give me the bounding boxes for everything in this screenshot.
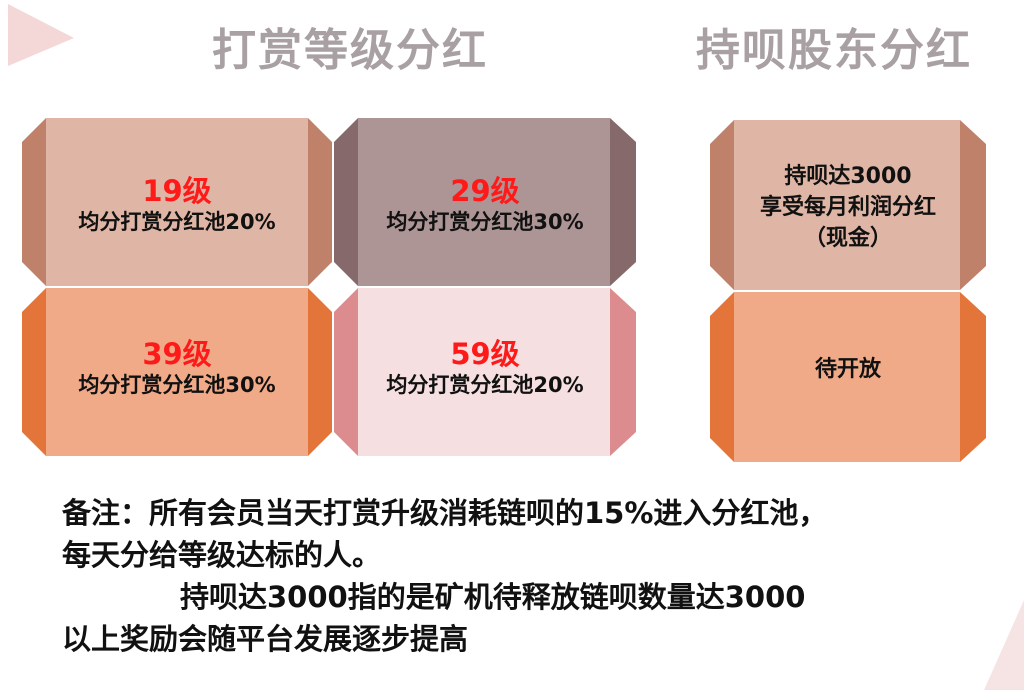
level-card-59-shape	[334, 288, 636, 456]
level-description: 均分打赏分红池20%	[386, 373, 584, 397]
pending-label: 待开放	[814, 356, 881, 382]
holder-dividend-card-shape	[710, 120, 986, 290]
level-card-29: 29级 均分打赏分红池30%	[334, 118, 636, 286]
level-label: 59级	[450, 337, 520, 371]
holder-condition: 持呗达3000	[784, 163, 912, 189]
level-label: 39级	[142, 337, 212, 371]
pending-card-shape	[710, 292, 986, 462]
notes-section: 备注：所有会员当天打赏升级消耗链呗的15%进入分红池， 每天分给等级达标的人。 …	[62, 492, 1012, 660]
level-card-39: 39级 均分打赏分红池30%	[22, 288, 332, 456]
corner-decoration	[984, 600, 1024, 690]
pending-card: 待开放	[710, 292, 986, 462]
level-card-59: 59级 均分打赏分红池20%	[334, 288, 636, 456]
level-description: 均分打赏分红池30%	[78, 373, 276, 397]
level-label: 29级	[450, 174, 520, 208]
note-line-1: 备注：所有会员当天打赏升级消耗链呗的15%进入分红池，	[62, 496, 828, 530]
tip-dividend-heading: 打赏等级分红	[212, 25, 488, 76]
level-description: 均分打赏分红池20%	[78, 210, 276, 234]
level-label: 19级	[142, 174, 212, 208]
holder-benefit-note: （现金）	[803, 225, 892, 251]
note-line-3: 持呗达3000指的是矿机待释放链呗数量达3000	[180, 580, 806, 614]
corner-triangle-decoration	[8, 4, 74, 66]
level-description: 均分打赏分红池30%	[386, 210, 584, 234]
level-card-19: 19级 均分打赏分红池20%	[22, 118, 332, 286]
level-card-29-shape	[334, 118, 636, 286]
level-card-19-shape	[22, 118, 332, 286]
holder-dividend-heading: 持呗股东分红	[696, 25, 972, 76]
note-line-2: 每天分给等级达标的人。	[62, 538, 382, 572]
holder-benefit: 享受每月利润分红	[759, 194, 936, 220]
holder-dividend-card: 持呗达3000 享受每月利润分红 （现金）	[710, 120, 986, 290]
level-card-39-shape	[22, 288, 332, 456]
note-line-4: 以上奖励会随平台发展逐步提高	[62, 622, 469, 656]
